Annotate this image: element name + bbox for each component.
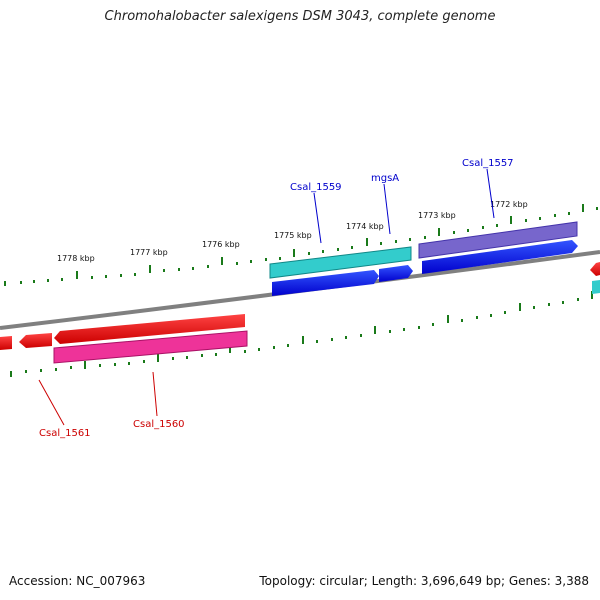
leader-csal-1561: [38, 379, 65, 426]
gene-csal-1560-feature[interactable]: [53, 330, 248, 364]
cds-mgsa-feature[interactable]: [379, 265, 413, 282]
scale-label-1777: 1777 kbp: [130, 248, 168, 257]
lower-scale-ticks: [10, 291, 593, 377]
label-csal-1559[interactable]: Csal_1559: [290, 182, 342, 193]
leader-csal-1559: [313, 192, 322, 244]
scale-label-1772: 1772 kbp: [490, 200, 528, 209]
cds-left-edge-feature[interactable]: [0, 336, 12, 350]
scale-label-1775: 1775 kbp: [274, 231, 312, 240]
genome-summary-text: Topology: circular; Length: 3,696,649 bp…: [259, 574, 589, 588]
cds-csal-1561-feature[interactable]: [19, 333, 52, 348]
scale-label-1774: 1774 kbp: [346, 222, 384, 231]
upper-scale-ticks: [4, 204, 598, 286]
leader-mgsa: [383, 183, 391, 235]
scale-label-1773: 1773 kbp: [418, 211, 456, 220]
cds-right-edge-feature[interactable]: [590, 262, 600, 276]
accession-text: Accession: NC_007963: [9, 574, 146, 588]
leader-csal-1557: [486, 168, 495, 219]
label-csal-1561[interactable]: Csal_1561: [39, 428, 91, 439]
leader-csal-1560: [152, 371, 158, 417]
map-title: Chromohalobacter salexigens DSM 3043, co…: [104, 9, 496, 24]
cds-csal-1559-feature[interactable]: [272, 270, 379, 296]
cds-csal-1557-feature[interactable]: [422, 240, 578, 274]
gene-right-edge-cyan-feature[interactable]: [592, 280, 600, 294]
gene-csal-1557-feature[interactable]: [418, 221, 578, 259]
label-mgsa[interactable]: mgsA: [371, 173, 399, 184]
scale-label-1778: 1778 kbp: [57, 254, 95, 263]
scale-label-1776: 1776 kbp: [202, 240, 240, 249]
label-csal-1557[interactable]: Csal_1557: [462, 158, 514, 169]
label-csal-1560[interactable]: Csal_1560: [133, 419, 185, 430]
gene-csal-1559-feature[interactable]: [269, 246, 412, 279]
cds-csal-1560-feature[interactable]: [54, 314, 245, 344]
